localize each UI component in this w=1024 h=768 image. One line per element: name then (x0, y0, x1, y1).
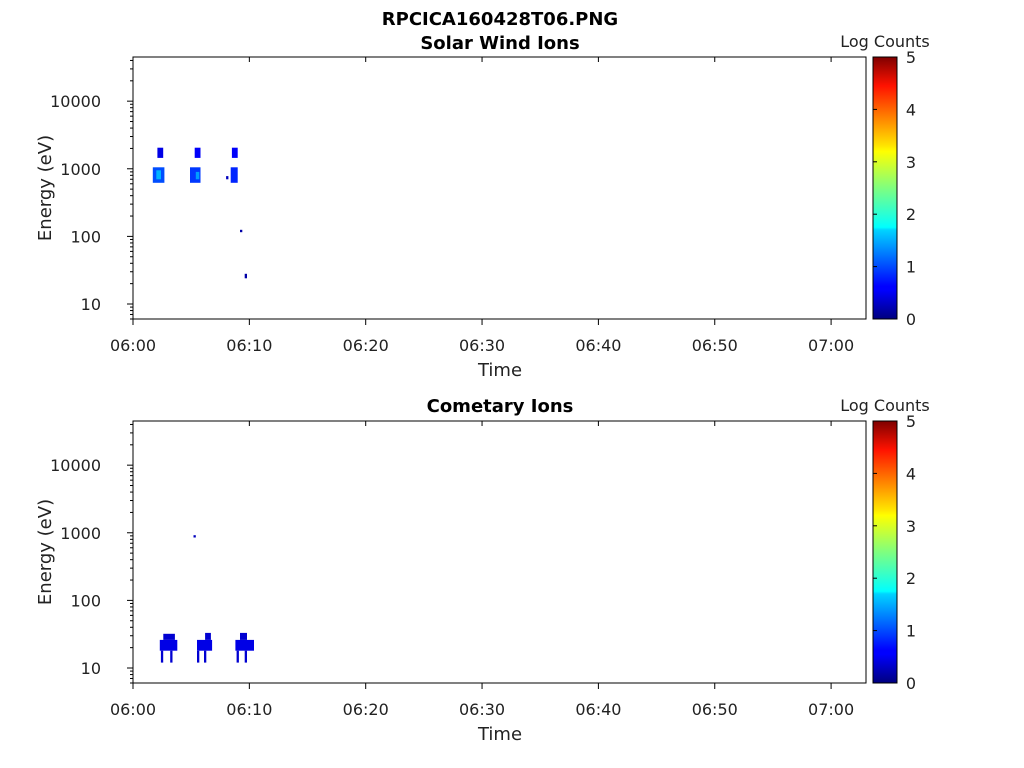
x-axis-label: Time (477, 360, 522, 381)
spectrogram-cell (230, 167, 238, 183)
spectrogram-cell (244, 650, 247, 663)
colorbar-tick-label: 3 (906, 517, 916, 536)
spectrogram-cell (205, 632, 211, 640)
x-tick-label: 06:00 (110, 336, 156, 355)
x-tick-label: 07:00 (808, 336, 854, 355)
colorbar-tick-label: 5 (906, 48, 916, 67)
colorbar-tick-label: 1 (906, 258, 916, 277)
spectrogram-cell (240, 229, 243, 233)
colorbar: Log Counts 0 1 2 3 4 5 (840, 32, 930, 329)
panel-solar-wind-ions: Solar Wind Ions 06:00 06:10 06:20 06:30 06:4… (35, 32, 930, 381)
spectrogram-cell (240, 632, 247, 640)
y-tick-label: 1000 (60, 524, 101, 543)
x-tick-label: 06:40 (575, 336, 621, 355)
plot-area (132, 420, 867, 684)
spectrogram-cell (197, 650, 200, 663)
spectrogram-cell (226, 176, 229, 180)
spectrogram-cell (197, 639, 213, 651)
y-ticks: 10 100 1000 10000 (50, 423, 133, 684)
y-tick-label: 10000 (50, 456, 101, 475)
panel-title: Cometary Ions (427, 396, 574, 417)
x-tick-label: 06:20 (343, 336, 389, 355)
spectrogram-cell (194, 147, 201, 158)
spectrogram-cell (156, 170, 161, 180)
plot-area (132, 56, 867, 320)
spectrogram-cell (195, 171, 200, 180)
spectrogram-cell (193, 535, 196, 538)
x-tick-label: 06:30 (459, 700, 505, 719)
colorbar-tick-label: 4 (906, 464, 916, 483)
x-tick-label: 06:00 (110, 700, 156, 719)
spectrogram-cell (231, 147, 238, 158)
figure-title: RPCICA160428T06.PNG (382, 9, 618, 30)
x-tick-label: 06:50 (692, 700, 738, 719)
spectrogram-cell (204, 650, 207, 663)
spectrogram-cell (235, 639, 254, 651)
spectrogram-cells (152, 147, 247, 279)
spectrogram-cell (159, 639, 178, 651)
x-ticks: 06:00 06:10 06:20 06:30 06:40 06:50 07:00 (110, 57, 854, 355)
spectrogram-cell (244, 273, 247, 279)
y-tick-label: 100 (70, 591, 101, 610)
y-tick-label: 10 (81, 295, 101, 314)
colorbar-tick-label: 5 (906, 412, 916, 431)
colorbar-tick-label: 0 (906, 310, 916, 329)
colorbar-label: Log Counts (840, 396, 930, 415)
spectrogram-cells (159, 535, 254, 663)
y-ticks: 10 100 1000 10000 (50, 59, 133, 320)
colorbar-tick-label: 3 (906, 153, 916, 172)
x-tick-label: 06:20 (343, 700, 389, 719)
x-tick-label: 06:30 (459, 336, 505, 355)
x-tick-label: 06:10 (226, 336, 272, 355)
x-axis-label: Time (477, 724, 522, 745)
colorbar-gradient (872, 420, 898, 684)
y-axis-label: Energy (eV) (35, 135, 56, 241)
spectrogram-cell (157, 147, 164, 158)
x-ticks: 06:00 06:10 06:20 06:30 06:40 06:50 07:00 (110, 421, 854, 719)
y-tick-label: 100 (70, 227, 101, 246)
spectrogram-cell (163, 633, 175, 640)
panel-title: Solar Wind Ions (420, 33, 579, 54)
colorbar-tick-label: 1 (906, 622, 916, 641)
y-tick-label: 1000 (60, 160, 101, 179)
y-tick-label: 10000 (50, 92, 101, 111)
colorbar: Log Counts 0 1 2 3 4 5 (840, 396, 930, 693)
x-tick-label: 07:00 (808, 700, 854, 719)
spectrogram-cell (160, 650, 164, 663)
colorbar-gradient (872, 56, 898, 320)
x-tick-label: 06:40 (575, 700, 621, 719)
spectrogram-cell (170, 650, 173, 663)
y-tick-label: 10 (81, 659, 101, 678)
panel-cometary-ions: Cometary Ions 06:00 06:10 06:20 06:30 06:40 0… (35, 396, 930, 745)
spectrogram-cell (236, 650, 239, 663)
colorbar-tick-label: 2 (906, 569, 916, 588)
x-tick-label: 06:50 (692, 336, 738, 355)
spectrogram-cell (190, 167, 201, 183)
colorbar-tick-label: 2 (906, 205, 916, 224)
colorbar-tick-label: 4 (906, 100, 916, 119)
x-tick-label: 06:10 (226, 700, 272, 719)
colorbar-label: Log Counts (840, 32, 930, 51)
colorbar-tick-label: 0 (906, 674, 916, 693)
y-axis-label: Energy (eV) (35, 499, 56, 605)
